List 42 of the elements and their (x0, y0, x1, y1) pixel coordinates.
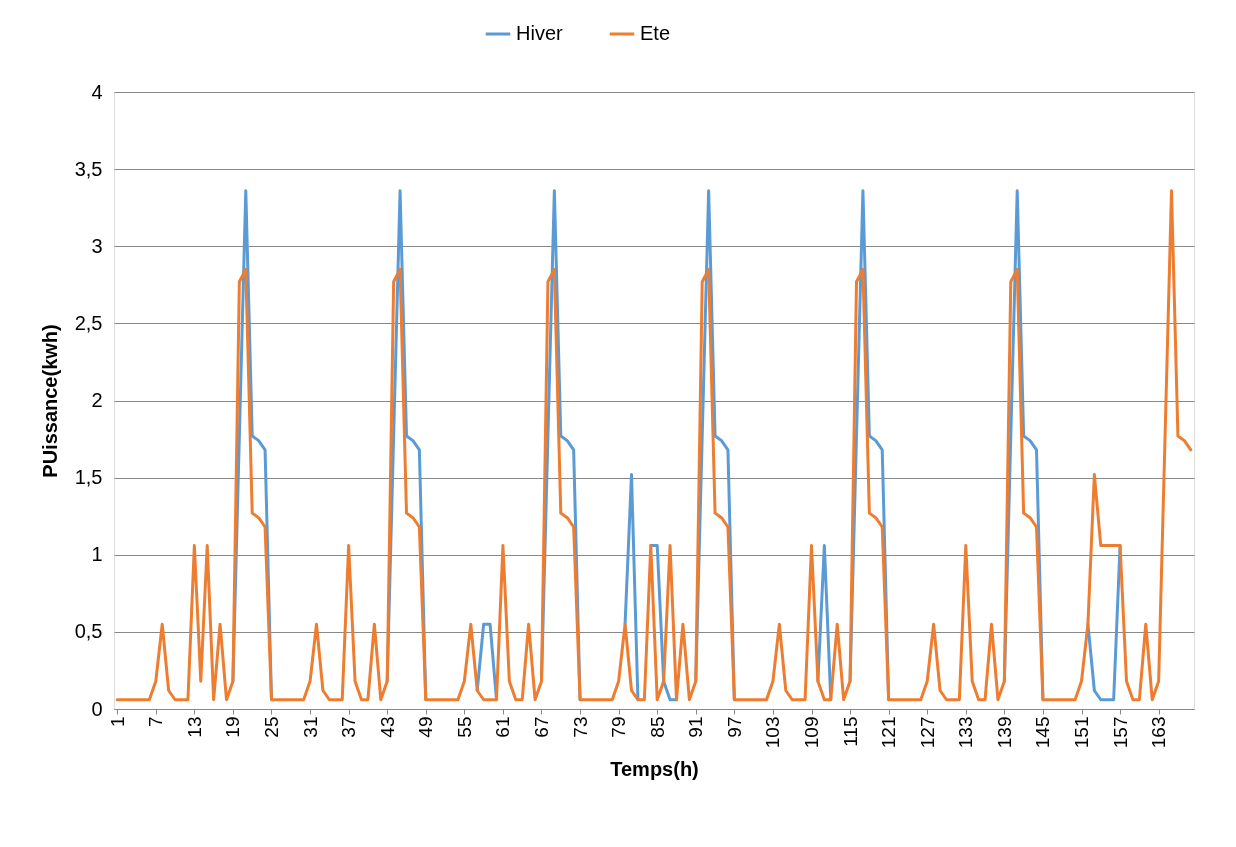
y-tick-label: 2,5 (74, 311, 103, 334)
y-axis-title: PUissance(kwh) (38, 324, 61, 478)
legend-label: Hiver (516, 22, 564, 44)
x-tick-label: 13 (183, 716, 205, 738)
legend-label: Ete (640, 22, 671, 44)
y-tick-label: 0,5 (74, 620, 103, 643)
y-tick-label: 2 (91, 389, 103, 411)
x-tick-label: 157 (1109, 716, 1131, 749)
x-tick-label: 133 (955, 716, 977, 749)
y-tick-label: 1,5 (74, 466, 103, 489)
x-tick-label: 73 (569, 716, 591, 738)
x-tick-label: 91 (685, 716, 707, 738)
x-tick-label: 115 (839, 716, 861, 747)
x-tick-label: 61 (492, 716, 514, 738)
x-tick-label: 79 (608, 716, 630, 738)
x-tick-label: 1 (106, 716, 128, 728)
x-axis-title: Temps(h) (610, 758, 699, 781)
x-tick-label: 85 (646, 716, 668, 738)
x-tick-label: 37 (338, 716, 360, 738)
x-tick-label: 55 (453, 716, 475, 738)
y-tick-label: 3,5 (74, 157, 103, 180)
line-series (115, 189, 1193, 702)
x-tick-label: 151 (1071, 716, 1092, 749)
x-tick-label: 103 (762, 716, 784, 749)
y-tick-label: 1 (91, 543, 103, 566)
x-tick-label: 121 (878, 716, 900, 749)
x-tick-label: 67 (531, 716, 552, 738)
x-tick-label: 19 (222, 716, 244, 738)
y-tick-label: 0 (91, 697, 103, 720)
x-tick-label: 25 (261, 716, 282, 738)
x-tick-label: 145 (1032, 716, 1054, 749)
x-tick-label: 7 (145, 716, 167, 728)
x-tick-label: 97 (723, 716, 745, 738)
y-tick-label: 3 (91, 234, 103, 257)
x-tick-label: 127 (916, 716, 938, 749)
x-tick-label: 163 (1148, 716, 1170, 749)
x-tick-label: 139 (993, 716, 1015, 749)
y-tick-label: 4 (91, 80, 103, 103)
x-tick-label: 43 (376, 716, 398, 738)
x-tick-label: 31 (299, 716, 321, 738)
x-tick-label: 109 (801, 716, 822, 749)
x-tick-label: 49 (415, 716, 437, 738)
